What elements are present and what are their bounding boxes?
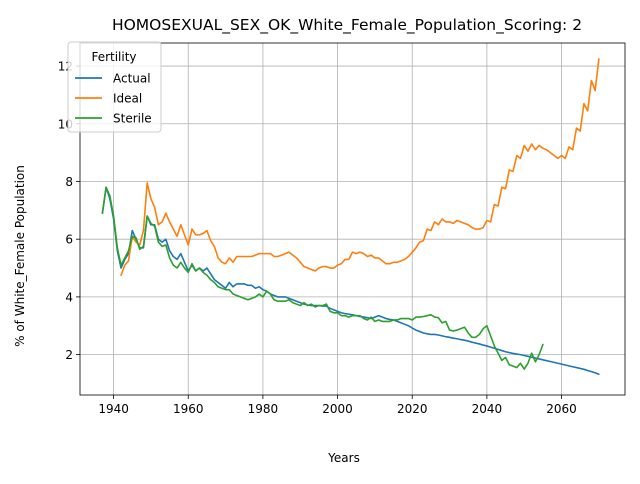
y-tick-label: 8 (65, 175, 73, 189)
legend: Fertility Actual Ideal Sterile (67, 41, 162, 133)
x-tick-label: 2020 (397, 402, 428, 416)
x-tick-label: 2040 (472, 402, 503, 416)
series-line-actual (101, 186, 600, 376)
y-axis-label: % of White_Female Population (13, 165, 27, 347)
legend-label-sterile: Sterile (113, 112, 152, 126)
series-lines (101, 58, 600, 376)
grid (80, 43, 625, 395)
legend-entries: Actual Ideal Sterile (75, 72, 152, 126)
series-line-sterile (101, 186, 544, 370)
x-tick-label: 2000 (322, 402, 353, 416)
chart-title: HOMOSEXUAL_SEX_OK_White_Female_Populatio… (112, 16, 582, 35)
x-tick-label: 1980 (248, 402, 279, 416)
legend-frame (67, 41, 162, 133)
legend-label-actual: Actual (113, 72, 151, 86)
legend-title: Fertility (91, 50, 136, 64)
y-tick-label: 4 (65, 290, 73, 304)
x-tick-label: 1940 (98, 402, 129, 416)
series-line-ideal (120, 58, 600, 277)
y-tick-label: 2 (65, 348, 73, 362)
x-tick-label: 1960 (173, 402, 204, 416)
y-tick-label: 6 (65, 233, 73, 247)
x-axis-label: Years (327, 451, 360, 465)
legend-label-ideal: Ideal (113, 92, 142, 106)
plot-frame (79, 42, 626, 396)
x-tick-label: 2060 (546, 402, 577, 416)
